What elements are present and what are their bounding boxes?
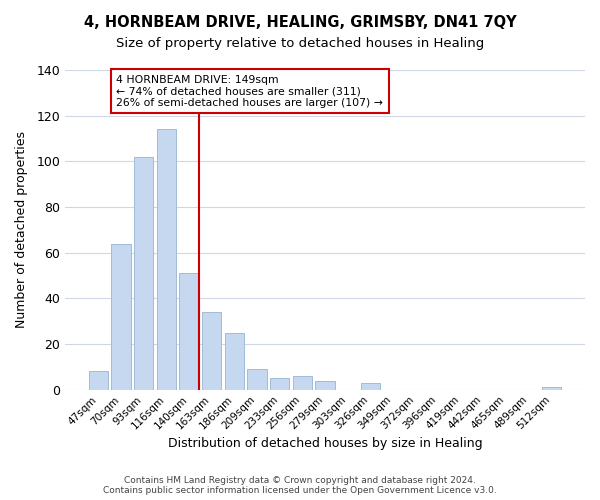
- X-axis label: Distribution of detached houses by size in Healing: Distribution of detached houses by size …: [168, 437, 482, 450]
- Text: 4, HORNBEAM DRIVE, HEALING, GRIMSBY, DN41 7QY: 4, HORNBEAM DRIVE, HEALING, GRIMSBY, DN4…: [83, 15, 517, 30]
- Bar: [361, 383, 380, 390]
- Bar: [112, 244, 131, 390]
- Bar: [89, 372, 108, 390]
- Bar: [134, 157, 154, 390]
- Bar: [316, 380, 335, 390]
- Text: Contains HM Land Registry data © Crown copyright and database right 2024.
Contai: Contains HM Land Registry data © Crown c…: [103, 476, 497, 495]
- Bar: [270, 378, 289, 390]
- Bar: [542, 388, 562, 390]
- Y-axis label: Number of detached properties: Number of detached properties: [15, 132, 28, 328]
- Bar: [247, 369, 266, 390]
- Text: 4 HORNBEAM DRIVE: 149sqm
← 74% of detached houses are smaller (311)
26% of semi-: 4 HORNBEAM DRIVE: 149sqm ← 74% of detach…: [116, 74, 383, 108]
- Bar: [225, 332, 244, 390]
- Bar: [202, 312, 221, 390]
- Text: Size of property relative to detached houses in Healing: Size of property relative to detached ho…: [116, 38, 484, 51]
- Bar: [179, 274, 199, 390]
- Bar: [293, 376, 312, 390]
- Bar: [157, 130, 176, 390]
